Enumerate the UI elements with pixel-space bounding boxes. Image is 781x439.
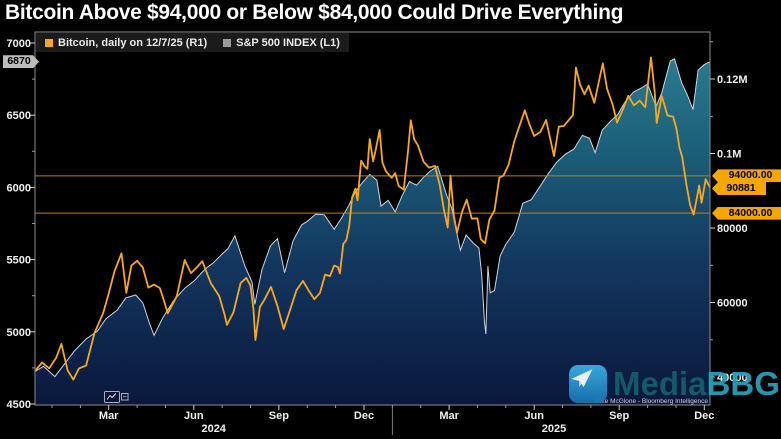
y-axis-label-right: 40000 [717, 372, 748, 384]
line-chart-icon [106, 393, 117, 400]
attribution-text: Mike McGlone - Bloomberg Intelligence [595, 398, 709, 405]
y-axis-label-right: 0.12M [717, 74, 748, 86]
x-axis-label: Sep [269, 410, 289, 422]
chart-title: Bitcoin Above $94,000 or Below $84,000 C… [5, 1, 624, 24]
plot-border [34, 31, 711, 406]
bitcoin-line [34, 56, 711, 381]
x-axis-label: Mar [439, 410, 459, 422]
y-axis-label-left: 5000 [7, 327, 31, 339]
legend-item-bitcoin[interactable]: Bitcoin, daily on 12/7/25 (R1) [45, 37, 207, 49]
x-axis-label: Jun [524, 410, 544, 422]
x-axis-label: Jun [184, 410, 204, 422]
price-lines-group [34, 56, 711, 381]
watermark-text-secondary: BBG [706, 365, 780, 402]
watermark-text-primary: Media [613, 365, 707, 402]
y-axis-label-left: 6500 [7, 110, 31, 122]
x-axis-label: Mar [99, 410, 119, 422]
legend-item-sp500[interactable]: S&P 500 INDEX (L1) [223, 37, 340, 49]
bitcoin-last-price-badge: 90881 [712, 182, 766, 195]
watermark-text: MediaBBG [613, 365, 780, 403]
y-axis-label-left: 7000 [7, 38, 31, 50]
year-label: 2024 [201, 423, 226, 435]
y-axis-label-right: 80000 [717, 223, 748, 235]
sp500-last-price-badge: 6870 [3, 55, 39, 68]
axes-group: 7000 6500 6000 5500 5000 4500 0.12M 0.1M 80000 60… [7, 31, 748, 435]
threshold-badge-84000: 84000.00 [712, 206, 781, 220]
year-label: 2025 [542, 423, 566, 435]
x-axis-label: Dec [354, 410, 374, 422]
x-axis-label: Dec [694, 410, 714, 422]
paper-plane-icon [569, 365, 607, 403]
x-axis-label: Sep [609, 410, 629, 422]
y-axis-label-left: 5500 [7, 255, 31, 267]
y-axis-label-left: 4500 [7, 399, 31, 411]
sp500-area-group [34, 58, 711, 406]
threshold-badge-94000: 94000.00 [712, 169, 781, 183]
sp500-swatch-icon [223, 38, 232, 47]
sp500-area [35, 58, 710, 406]
chart-tool-icon[interactable] [104, 391, 129, 403]
threshold-lines-group [35, 175, 710, 214]
legend-label-sp500: S&P 500 INDEX (L1) [236, 36, 340, 49]
y-axis-label-left: 6000 [7, 182, 31, 194]
bitcoin-swatch-icon [45, 38, 53, 47]
y-axis-label-right: 60000 [717, 298, 748, 310]
legend: Bitcoin, daily on 12/7/25 (R1) S&P 500 I… [36, 33, 349, 52]
y-axis-label-right: 0.1M [717, 149, 741, 161]
legend-label-bitcoin: Bitcoin, daily on 12/7/25 (R1) [58, 36, 208, 49]
watermark: MediaBBG [569, 365, 780, 403]
